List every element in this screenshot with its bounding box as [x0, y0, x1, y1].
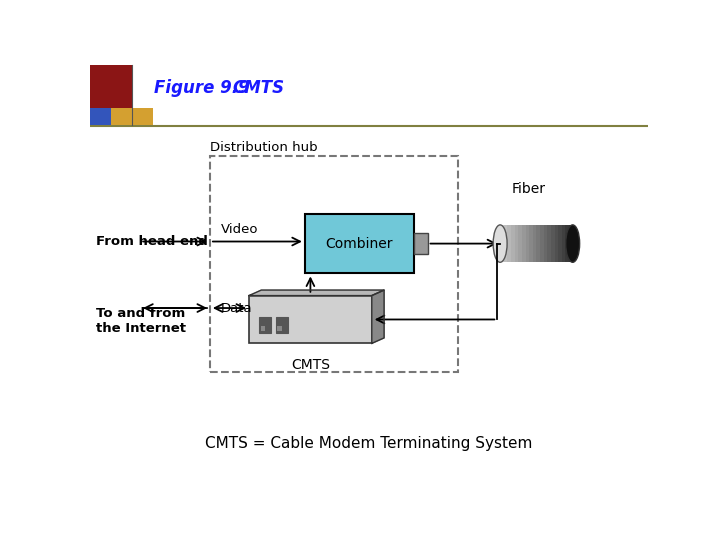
Bar: [276, 317, 288, 333]
Bar: [414, 233, 428, 254]
Text: Figure 9.9: Figure 9.9: [154, 79, 250, 97]
Bar: [277, 326, 282, 331]
Bar: [504, 225, 508, 262]
Text: Fiber: Fiber: [511, 182, 545, 196]
Bar: [210, 156, 459, 373]
Ellipse shape: [493, 225, 507, 262]
Bar: [547, 225, 551, 262]
Bar: [569, 225, 572, 262]
Bar: [518, 225, 522, 262]
Bar: [261, 326, 265, 331]
Bar: [562, 225, 565, 262]
Bar: [305, 214, 414, 273]
Bar: [111, 109, 153, 125]
Bar: [511, 225, 515, 262]
Bar: [508, 225, 511, 262]
Bar: [522, 225, 526, 262]
Text: To and from
the Internet: To and from the Internet: [96, 307, 186, 334]
Text: Distribution hub: Distribution hub: [210, 141, 318, 154]
Bar: [90, 65, 132, 109]
Polygon shape: [372, 290, 384, 343]
Text: Combiner: Combiner: [325, 237, 393, 251]
Bar: [551, 225, 554, 262]
Bar: [515, 225, 518, 262]
Bar: [554, 225, 558, 262]
Bar: [536, 225, 540, 262]
Bar: [249, 295, 372, 343]
Text: CMTS = Cable Modem Terminating System: CMTS = Cable Modem Terminating System: [205, 436, 533, 451]
Text: Data: Data: [221, 301, 253, 314]
Bar: [565, 225, 569, 262]
Bar: [90, 109, 111, 125]
Bar: [526, 225, 529, 262]
Bar: [533, 225, 536, 262]
Polygon shape: [249, 290, 384, 295]
Ellipse shape: [566, 225, 580, 262]
Text: CMTS: CMTS: [233, 79, 284, 97]
Text: From head end: From head end: [96, 235, 207, 248]
Bar: [544, 225, 547, 262]
Bar: [500, 225, 504, 262]
Bar: [259, 317, 271, 333]
Bar: [558, 225, 562, 262]
Bar: [529, 225, 533, 262]
Text: Video: Video: [221, 222, 258, 235]
Bar: [540, 225, 544, 262]
Text: CMTS: CMTS: [291, 358, 330, 372]
